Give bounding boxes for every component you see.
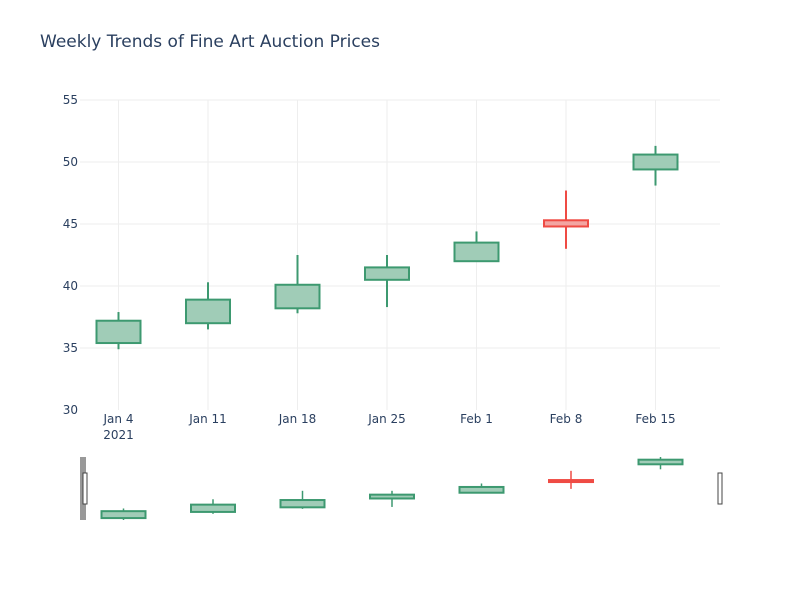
- rangeslider-candle-body: [637, 458, 684, 466]
- candle-body[interactable]: [453, 241, 500, 263]
- candle-body[interactable]: [274, 283, 321, 310]
- candle-body[interactable]: [632, 153, 679, 171]
- candle-body[interactable]: [543, 219, 589, 228]
- rangeslider-candle-body: [548, 479, 594, 484]
- y-tick-label: 55: [63, 93, 78, 107]
- rangeslider-candle-body: [100, 510, 147, 520]
- x-tick-label: Jan 4: [103, 412, 134, 426]
- x-tick-label: Jan 18: [278, 412, 317, 426]
- candle-body[interactable]: [95, 319, 142, 345]
- candle-body[interactable]: [185, 298, 231, 325]
- y-tick-label: 40: [63, 279, 78, 293]
- x-tick-label: Feb 15: [635, 412, 675, 426]
- x-tick-label: Feb 1: [460, 412, 493, 426]
- rangeslider-candle-body: [279, 499, 326, 509]
- x-year-label: 2021: [103, 428, 134, 442]
- rangeslider-left-handle[interactable]: [82, 472, 88, 505]
- y-tick-label: 35: [63, 341, 78, 355]
- y-tick-label: 50: [63, 155, 78, 169]
- x-tick-label: Jan 11: [188, 412, 227, 426]
- y-tick-label: 30: [63, 403, 78, 417]
- chart-title: Weekly Trends of Fine Art Auction Prices: [40, 32, 380, 52]
- x-tick-label: Feb 8: [550, 412, 583, 426]
- rangeslider-candle-body: [458, 485, 505, 494]
- candle-body[interactable]: [364, 266, 410, 281]
- rangeslider-candle-body: [369, 493, 415, 500]
- rangeslider-candle-body: [190, 503, 236, 513]
- rangeslider-right-handle[interactable]: [717, 472, 723, 505]
- y-tick-label: 45: [63, 217, 78, 231]
- x-tick-label: Jan 25: [367, 412, 406, 426]
